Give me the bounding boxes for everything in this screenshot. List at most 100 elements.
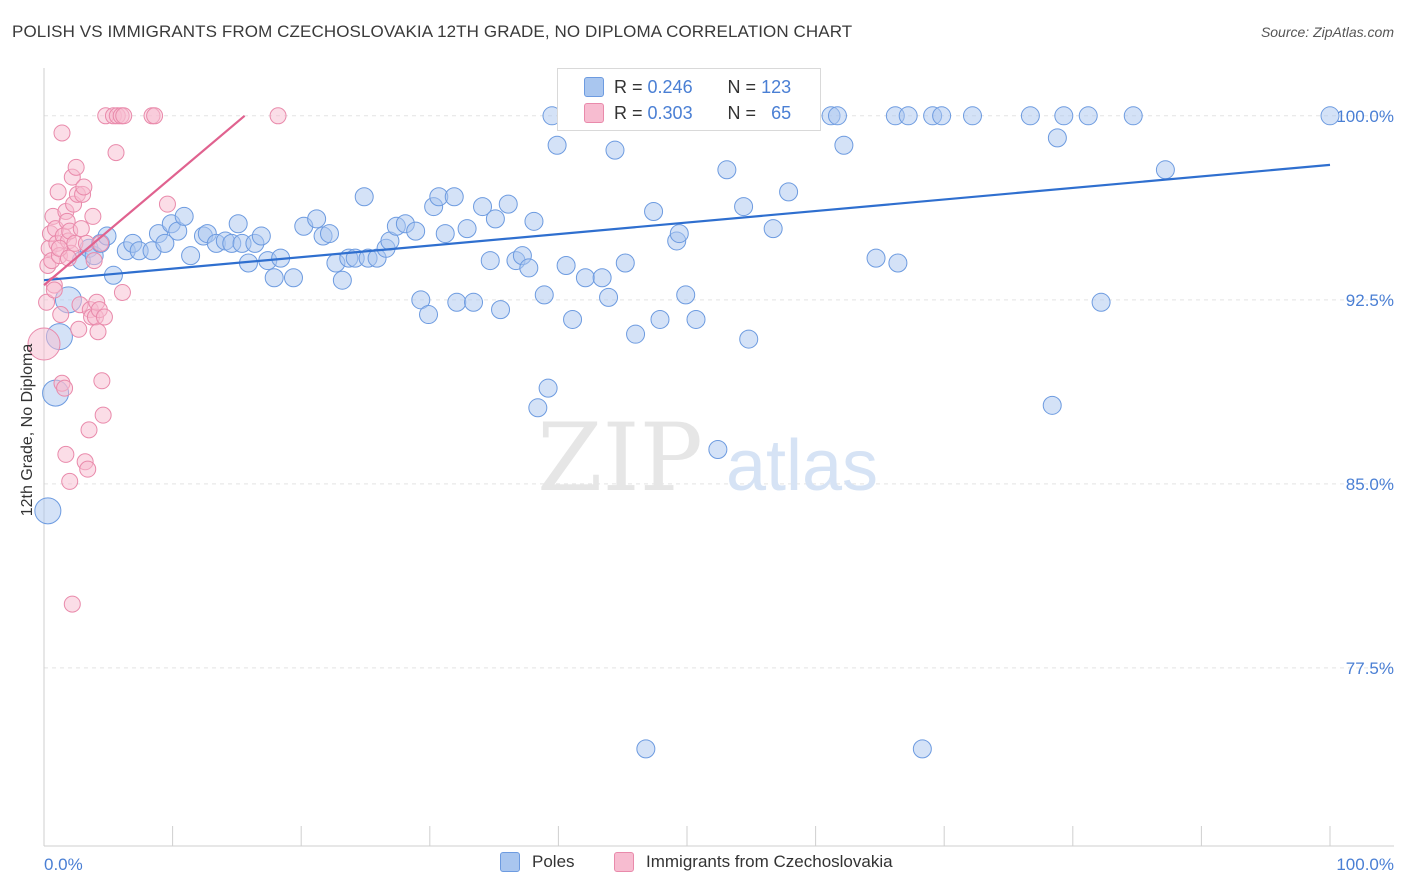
data-point-poles	[898, 106, 918, 126]
data-point-poles	[485, 209, 505, 229]
data-point-poles	[763, 219, 783, 239]
data-point-czechoslovakia	[94, 406, 112, 424]
data-point-poles	[599, 287, 619, 307]
data-point-poles	[644, 201, 664, 221]
grid-lines	[44, 115, 1394, 669]
chart-title: POLISH VS IMMIGRANTS FROM CZECHOSLOVAKIA…	[12, 22, 853, 41]
watermark-atlas: atlas	[726, 426, 878, 506]
data-point-poles	[411, 290, 431, 310]
data-point-czechoslovakia	[80, 421, 98, 439]
data-point-czechoslovakia	[45, 281, 63, 299]
legend: Poles Immigrants from Czechoslovakia	[0, 852, 1406, 876]
trendline-czechoslovakia	[43, 114, 246, 286]
data-point-czechoslovakia	[79, 460, 97, 478]
data-point-czechoslovakia	[49, 183, 67, 201]
data-point-poles	[251, 226, 271, 246]
data-point-czechoslovakia	[67, 158, 85, 176]
data-point-poles	[1054, 106, 1074, 126]
y-tick-label: 77.5%	[1346, 659, 1394, 678]
stats-row-poles: R = 0.246 N = 123	[558, 74, 791, 100]
data-point-poles	[174, 206, 194, 226]
data-point-poles	[534, 285, 554, 305]
data-point-czechoslovakia	[61, 472, 79, 490]
data-point-poles	[464, 292, 484, 312]
data-point-poles	[319, 224, 339, 244]
data-point-poles	[563, 309, 583, 329]
trendline-poles	[43, 163, 1331, 282]
stats-r-value-poles: 0.246	[647, 76, 693, 97]
data-point-poles	[708, 440, 728, 460]
data-point-poles	[228, 214, 248, 234]
series-czechoslovakia	[27, 107, 287, 613]
y-tick-label: 100.0%	[1336, 107, 1394, 126]
data-point-poles	[181, 246, 201, 266]
data-point-czechoslovakia	[269, 107, 287, 125]
trendlines	[43, 114, 1331, 286]
data-point-poles	[676, 285, 696, 305]
data-point-czechoslovakia	[89, 323, 107, 341]
legend-swatch-czechoslovakia	[614, 852, 634, 872]
watermark: ZIP atlas	[537, 404, 878, 513]
stats-box: R = 0.246 N = 123 R = 0.303 N = 65	[557, 68, 821, 131]
data-point-poles	[34, 497, 62, 525]
data-point-czechoslovakia	[113, 283, 131, 301]
data-point-czechoslovakia	[84, 207, 102, 225]
data-point-poles	[547, 135, 567, 155]
data-point-czechoslovakia	[72, 220, 90, 238]
data-point-czechoslovakia	[27, 327, 61, 361]
data-point-czechoslovakia	[146, 107, 164, 125]
data-point-czechoslovakia	[107, 144, 125, 162]
legend-item-czechoslovakia[interactable]: Immigrants from Czechoslovakia	[614, 852, 893, 872]
data-point-poles	[605, 140, 625, 160]
data-point-czechoslovakia	[57, 445, 75, 463]
data-point-poles	[1042, 395, 1062, 415]
data-point-poles	[332, 270, 352, 290]
legend-item-poles[interactable]: Poles	[500, 852, 575, 872]
data-point-czechoslovakia	[63, 595, 81, 613]
data-point-poles	[734, 197, 754, 217]
data-point-poles	[435, 224, 455, 244]
data-point-czechoslovakia	[75, 178, 93, 196]
watermark-zip: ZIP	[537, 404, 703, 513]
data-point-poles	[498, 194, 518, 214]
data-point-poles	[1020, 106, 1040, 126]
data-point-poles	[834, 135, 854, 155]
legend-label-czechoslovakia: Immigrants from Czechoslovakia	[646, 852, 893, 871]
data-point-poles	[264, 268, 284, 288]
data-point-poles	[447, 292, 467, 312]
stats-n-label: N =	[727, 102, 757, 123]
x-tick-label: 0.0%	[44, 855, 83, 874]
data-point-poles	[626, 324, 646, 344]
data-point-poles	[912, 739, 932, 759]
data-point-poles	[779, 182, 799, 202]
source-credit: Source: ZipAtlas.com	[1260, 24, 1394, 40]
data-point-czechoslovakia	[52, 306, 70, 324]
data-point-poles	[1078, 106, 1098, 126]
data-point-poles	[406, 221, 426, 241]
data-point-poles	[354, 187, 374, 207]
data-point-czechoslovakia	[93, 372, 111, 390]
y-tick-label: 85.0%	[1346, 475, 1394, 494]
data-point-poles	[473, 197, 493, 217]
x-tick-label: 100.0%	[1336, 855, 1394, 874]
stats-n-value-czechoslovakia: 65	[771, 102, 792, 123]
data-point-poles	[491, 300, 511, 320]
data-point-poles	[615, 253, 635, 273]
data-point-poles	[307, 209, 327, 229]
data-point-poles	[592, 268, 612, 288]
data-point-poles	[1047, 128, 1067, 148]
data-point-poles	[444, 187, 464, 207]
data-point-poles	[556, 255, 576, 275]
axes	[43, 68, 1394, 847]
data-point-czechoslovakia	[53, 124, 71, 142]
data-point-poles	[528, 398, 548, 418]
data-point-poles	[669, 224, 689, 244]
y-axis-label: 12th Grade, No Diploma	[19, 343, 36, 517]
data-point-poles	[866, 248, 886, 268]
data-point-poles	[575, 268, 595, 288]
data-point-poles	[538, 378, 558, 398]
data-point-poles	[888, 253, 908, 273]
data-point-czechoslovakia	[70, 320, 88, 338]
data-point-poles	[457, 219, 477, 239]
